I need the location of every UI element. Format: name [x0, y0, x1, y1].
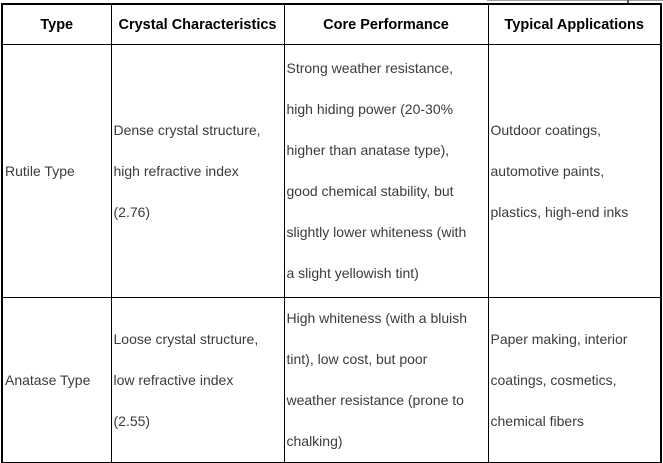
cell-anatase-type: Anatase Type [1, 297, 112, 463]
cell-anatase-core-performance: High whiteness (with a bluish tint), low… [283, 297, 489, 463]
cell-anatase-crystal-characteristics: Loose crystal structure, low refractive … [110, 297, 285, 463]
tio2-comparison-table: Type Crystal Characteristics Core Perfor… [1, 3, 662, 463]
top-edge-artifact-tick [627, 0, 629, 4]
cell-rutile-type: Rutile Type [1, 44, 112, 298]
cell-rutile-core-performance: Strong weather resistance, high hiding p… [283, 44, 489, 298]
header-crystal-characteristics: Crystal Characteristics [110, 3, 285, 45]
top-edge-artifact-line [487, 0, 663, 1]
table-row-anatase: Anatase Type Loose crystal structure, lo… [1, 297, 662, 463]
cell-rutile-crystal-characteristics: Dense crystal structure, high refractive… [110, 44, 285, 298]
header-type: Type [1, 3, 112, 45]
header-row: Type Crystal Characteristics Core Perfor… [1, 3, 662, 45]
table-row-rutile: Rutile Type Dense crystal structure, hig… [1, 44, 662, 298]
cell-rutile-typical-applications: Outdoor coatings, automotive paints, pla… [487, 44, 662, 298]
cell-anatase-typical-applications: Paper making, interior coatings, cosmeti… [487, 297, 662, 463]
header-core-performance: Core Performance [283, 3, 489, 45]
header-typical-applications: Typical Applications [487, 3, 662, 45]
